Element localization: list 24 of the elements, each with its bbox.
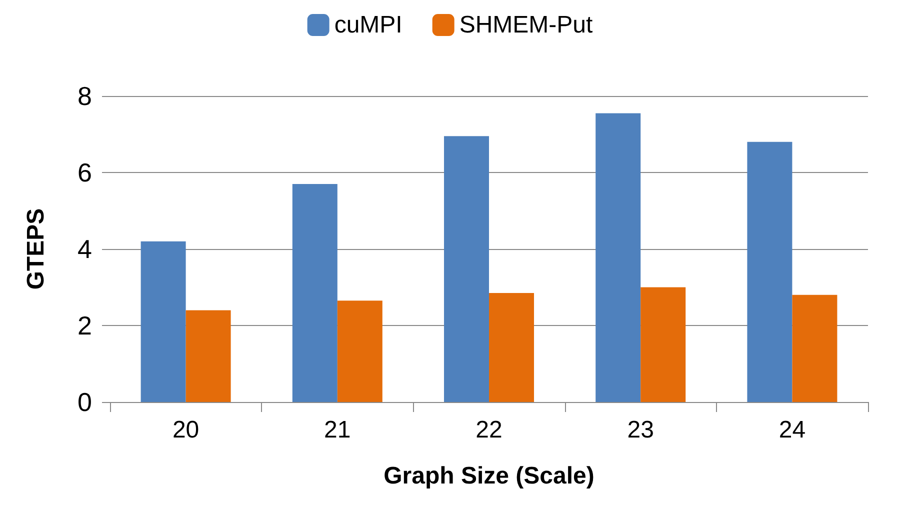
x-tick-label: 20 xyxy=(172,416,200,444)
bar xyxy=(747,142,792,402)
bar xyxy=(444,136,489,402)
y-tick-label: 2 xyxy=(78,310,92,340)
x-tick-label: 24 xyxy=(778,416,806,444)
y-tick-label: 8 xyxy=(78,81,92,111)
bar xyxy=(292,184,338,402)
x-axis-title: Graph Size (Scale) xyxy=(384,462,594,490)
legend-label: cuMPI xyxy=(334,12,402,38)
bar xyxy=(596,113,641,402)
bar xyxy=(640,287,686,402)
bar xyxy=(186,310,231,402)
y-tick-label: 0 xyxy=(78,387,92,417)
legend-label: SHMEM-Put xyxy=(459,12,594,38)
bar xyxy=(792,294,838,402)
y-axis-title: GTEPS xyxy=(22,208,50,290)
bar xyxy=(337,300,382,402)
y-tick-label: 4 xyxy=(78,234,92,264)
x-tick-label: 22 xyxy=(476,416,502,444)
y-tick-label: 6 xyxy=(78,158,92,188)
x-tick-label: 23 xyxy=(627,416,654,444)
bar xyxy=(140,241,186,402)
bar xyxy=(489,292,534,402)
x-tick-label: 21 xyxy=(324,416,351,444)
